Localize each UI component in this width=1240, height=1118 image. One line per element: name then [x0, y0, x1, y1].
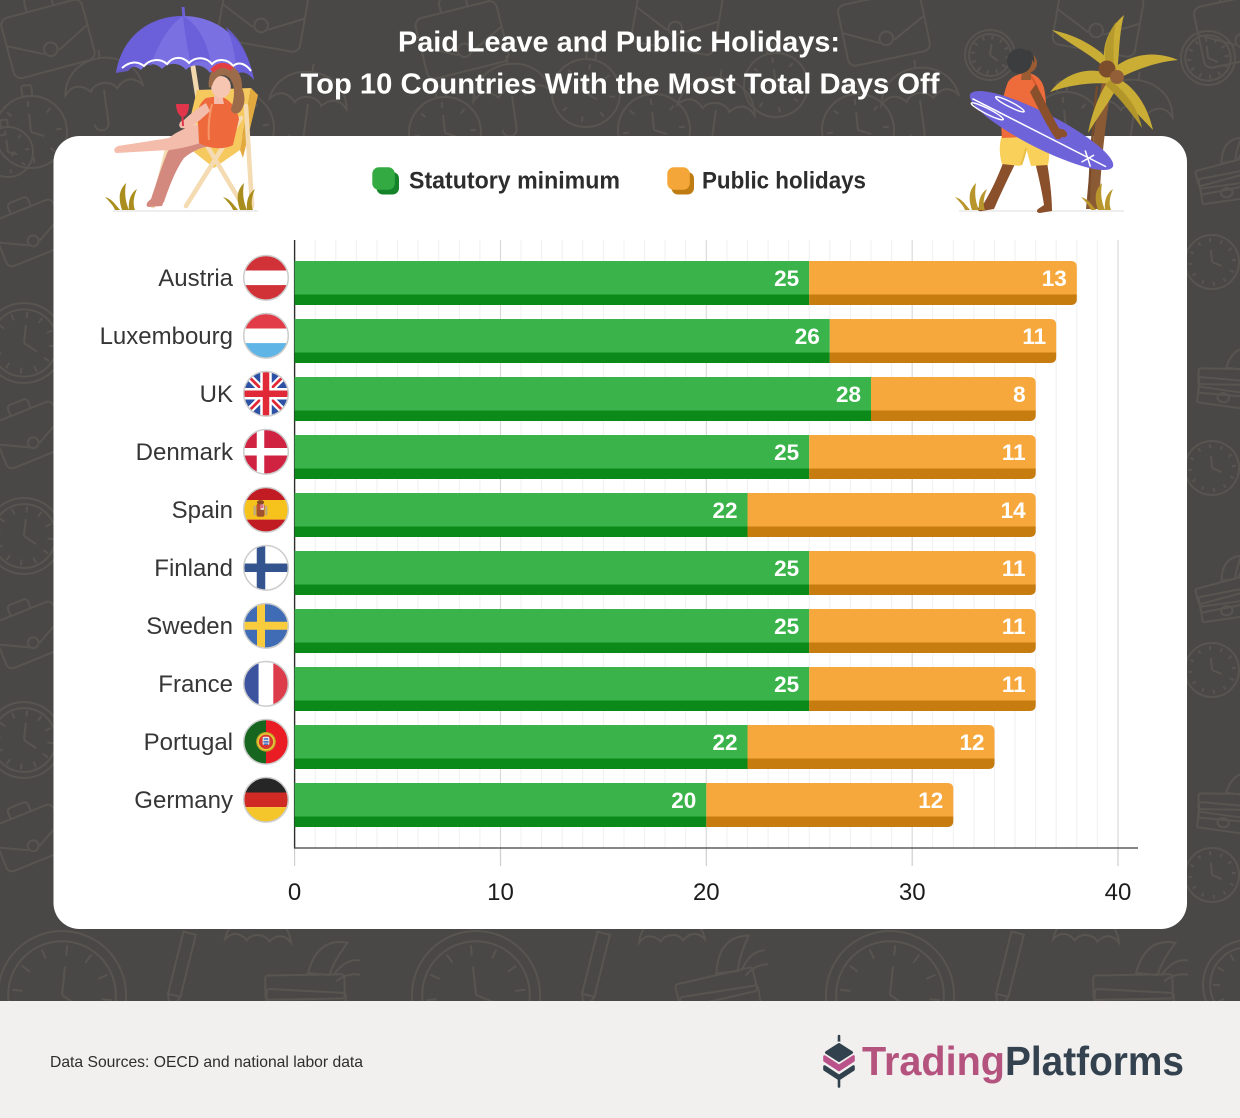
svg-text:Public holidays: Public holidays	[702, 168, 866, 195]
svg-text:Germany: Germany	[134, 787, 233, 814]
svg-text:40: 40	[1105, 879, 1132, 906]
svg-text:Sweden: Sweden	[146, 613, 233, 640]
svg-text:22: 22	[712, 498, 737, 523]
svg-text:France: France	[158, 671, 233, 698]
svg-text:20: 20	[693, 879, 720, 906]
svg-text:13: 13	[1042, 266, 1067, 291]
svg-text:Statutory minimum: Statutory minimum	[409, 168, 620, 195]
svg-text:12: 12	[918, 788, 943, 813]
svg-text:TradingPlatforms: TradingPlatforms	[862, 1038, 1184, 1084]
svg-text:22: 22	[712, 730, 737, 755]
svg-text:10: 10	[487, 879, 514, 906]
svg-text:Luxembourg: Luxembourg	[100, 323, 233, 350]
svg-text:Austria: Austria	[158, 265, 233, 292]
svg-text:25: 25	[774, 672, 799, 697]
svg-text:20: 20	[671, 788, 696, 813]
svg-text:Top 10 Countries With the Most: Top 10 Countries With the Most Total Day…	[301, 69, 940, 101]
svg-text:Paid Leave and Public Holidays: Paid Leave and Public Holidays:	[398, 27, 840, 59]
svg-text:25: 25	[774, 614, 799, 639]
svg-text:11: 11	[1002, 672, 1026, 697]
svg-text:11: 11	[1022, 324, 1046, 349]
svg-text:Data Sources: OECD and nationa: Data Sources: OECD and national labor da…	[50, 1054, 363, 1071]
svg-text:8: 8	[1013, 382, 1026, 407]
svg-text:26: 26	[795, 324, 820, 349]
svg-text:11: 11	[1002, 556, 1026, 581]
svg-text:11: 11	[1002, 440, 1026, 465]
svg-text:UK: UK	[200, 381, 233, 408]
svg-text:Finland: Finland	[154, 555, 233, 582]
svg-text:Spain: Spain	[172, 497, 233, 524]
svg-text:25: 25	[774, 440, 799, 465]
svg-text:25: 25	[774, 556, 799, 581]
svg-text:12: 12	[959, 730, 984, 755]
svg-text:28: 28	[836, 382, 861, 407]
svg-text:Portugal: Portugal	[144, 729, 233, 756]
svg-text:0: 0	[288, 879, 301, 906]
svg-text:Denmark: Denmark	[136, 439, 234, 466]
svg-text:11: 11	[1002, 614, 1026, 639]
svg-text:25: 25	[774, 266, 799, 291]
svg-text:14: 14	[1001, 498, 1027, 523]
svg-text:30: 30	[899, 879, 926, 906]
